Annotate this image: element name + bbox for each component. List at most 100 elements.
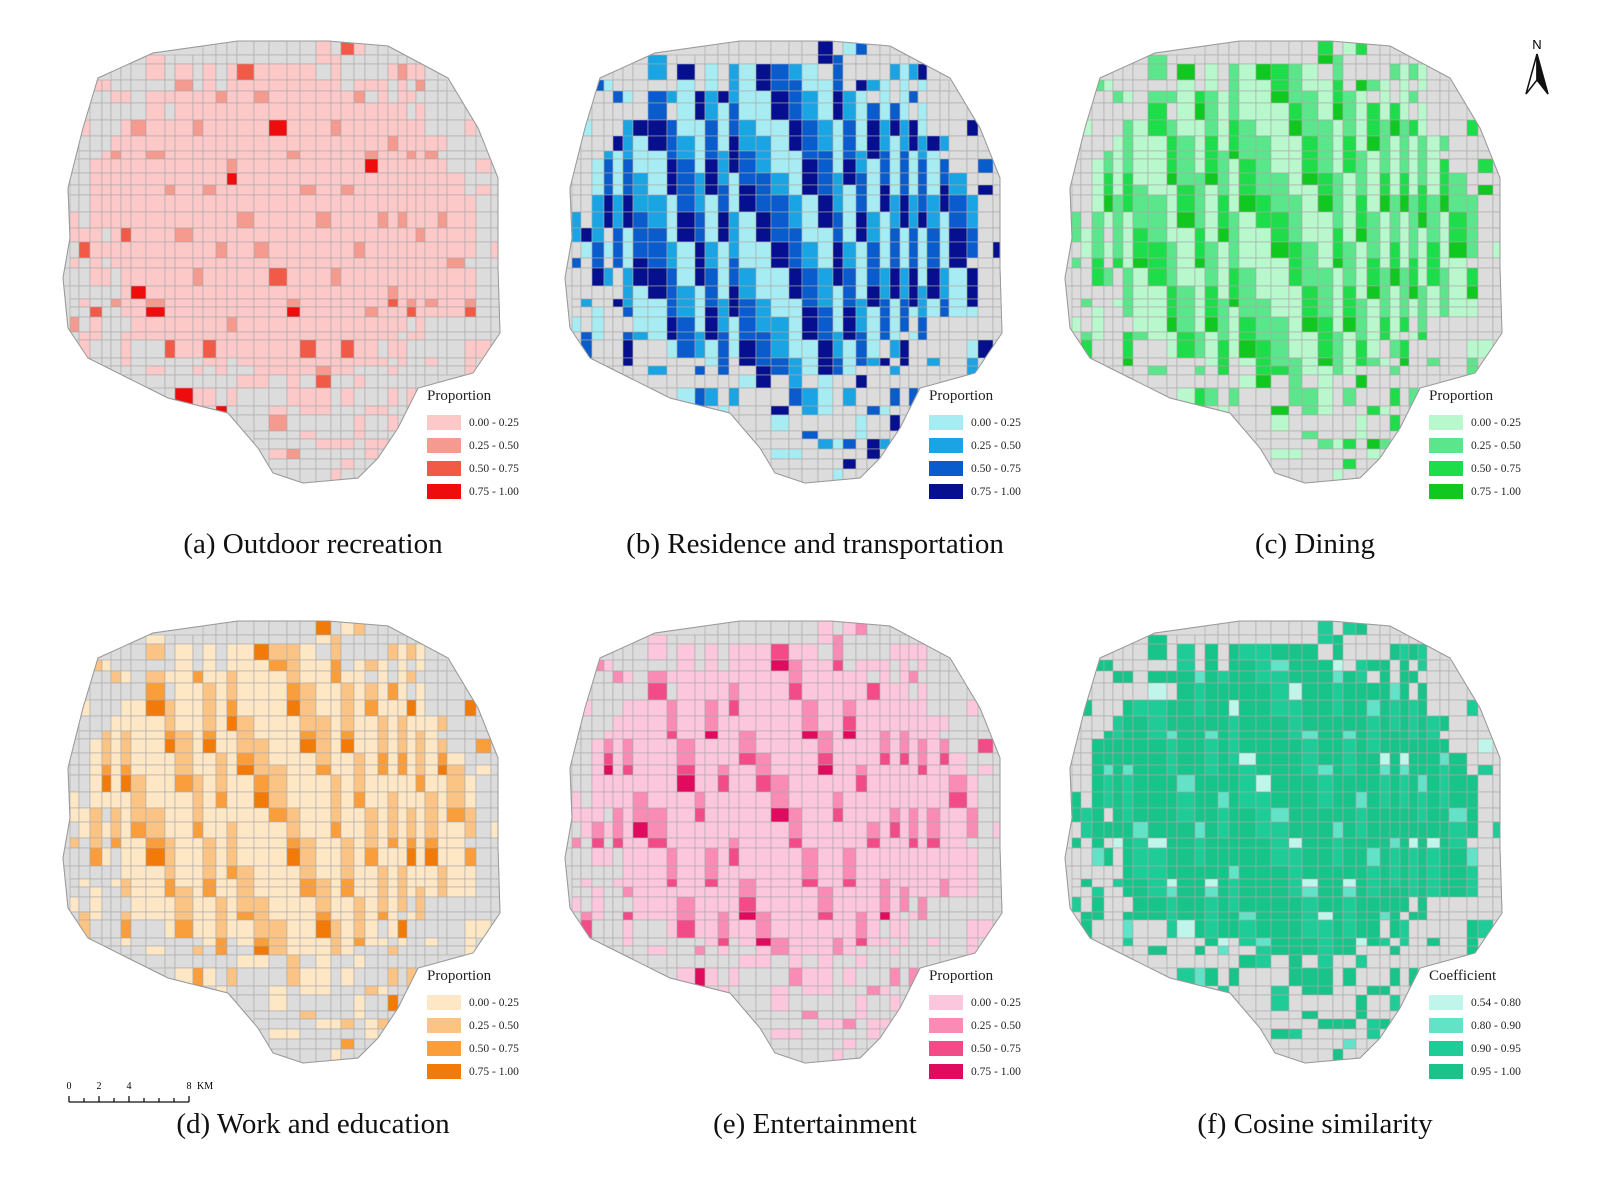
map-cell xyxy=(978,897,993,912)
map-cell xyxy=(1271,431,1289,439)
map-cell xyxy=(843,808,856,822)
map-cell xyxy=(729,848,739,866)
map-cell xyxy=(216,887,227,897)
map-cell xyxy=(940,700,949,716)
legend-swatch xyxy=(929,415,963,430)
map-cell xyxy=(1123,242,1133,258)
legend-swatch xyxy=(427,438,461,453)
map-cell xyxy=(771,968,789,986)
map-cell xyxy=(1092,103,1104,120)
map-cell xyxy=(818,340,833,358)
map-cell xyxy=(476,866,491,879)
map-cell xyxy=(1148,103,1167,120)
map-cell xyxy=(613,64,623,80)
map-cell xyxy=(918,938,927,946)
map-cell xyxy=(756,415,771,431)
map-cell xyxy=(613,228,623,242)
map-cell xyxy=(300,897,316,912)
map-cell xyxy=(438,258,447,268)
map-cell xyxy=(843,317,856,332)
map-cell xyxy=(648,660,667,671)
map-cell xyxy=(1239,406,1256,415)
map-cell xyxy=(341,683,354,700)
map-cell xyxy=(378,995,388,1011)
map-cell xyxy=(1148,228,1167,242)
map-cell xyxy=(1418,358,1427,366)
map-cell xyxy=(1092,340,1104,358)
map-cell xyxy=(121,366,131,375)
map-cell xyxy=(237,151,254,159)
map-cell xyxy=(705,91,718,103)
map-cell xyxy=(1409,317,1418,332)
map-cell xyxy=(843,38,856,55)
map-cell xyxy=(604,307,613,317)
map-cell xyxy=(890,91,900,103)
map-cell xyxy=(949,317,967,332)
map-cell xyxy=(146,912,165,920)
map-cell xyxy=(341,212,354,228)
legend-swatch xyxy=(929,461,963,476)
map-cell xyxy=(131,242,146,258)
map-cell xyxy=(378,431,388,439)
map-cell xyxy=(316,635,331,644)
map-cell xyxy=(193,866,203,879)
map-cell xyxy=(756,173,771,185)
map-cell xyxy=(623,866,633,879)
map-cell xyxy=(729,920,739,938)
map-cell xyxy=(1289,136,1302,151)
map-cell xyxy=(718,307,729,317)
map-cell xyxy=(438,91,447,103)
map-cell xyxy=(705,317,718,332)
map-cell xyxy=(1072,775,1081,792)
map-cell xyxy=(1205,120,1218,136)
map-cell xyxy=(1148,700,1167,716)
map-cell xyxy=(1113,808,1123,822)
map-cell xyxy=(146,358,165,366)
map-cell xyxy=(592,792,604,808)
map-cell xyxy=(102,822,111,838)
map-cell xyxy=(216,660,227,671)
map-cell xyxy=(398,103,407,120)
map-cell xyxy=(833,848,843,866)
map-cell xyxy=(1356,80,1367,91)
map-cell xyxy=(993,866,1003,879)
map-cell xyxy=(1195,55,1205,64)
map-cell xyxy=(613,307,623,317)
map-cell xyxy=(1104,103,1113,120)
map-cell xyxy=(341,406,354,415)
map-cell xyxy=(165,64,175,80)
map-cell xyxy=(695,332,705,340)
map-cell xyxy=(918,897,927,912)
map-cell xyxy=(890,671,900,683)
map-cell xyxy=(388,968,398,986)
map-cell xyxy=(378,268,388,286)
map-cell xyxy=(447,683,465,700)
map-cell xyxy=(1256,242,1271,258)
map-cell xyxy=(465,792,476,808)
map-cell xyxy=(378,439,388,449)
map-cell xyxy=(407,822,416,838)
map-cell xyxy=(739,415,756,431)
map-cell xyxy=(1400,55,1409,64)
map-cell xyxy=(1104,731,1113,739)
map-cell xyxy=(771,258,789,268)
map-cell xyxy=(695,838,705,848)
map-cell xyxy=(300,848,316,866)
map-cell xyxy=(771,64,789,80)
map-cell xyxy=(604,731,613,739)
map-cell xyxy=(1418,340,1427,358)
map-cell xyxy=(365,920,378,938)
map-cell xyxy=(771,897,789,912)
map-cell xyxy=(833,671,843,683)
map-cell xyxy=(378,228,388,242)
map-cell xyxy=(1104,286,1113,299)
map-cell xyxy=(354,55,365,64)
map-cell xyxy=(1123,912,1133,920)
map-cell xyxy=(416,317,425,332)
map-cell xyxy=(843,938,856,946)
map-cell xyxy=(131,64,146,80)
map-cell xyxy=(739,635,756,644)
map-cell xyxy=(1104,808,1113,822)
map-cell xyxy=(1113,700,1123,716)
map-cell xyxy=(729,671,739,683)
